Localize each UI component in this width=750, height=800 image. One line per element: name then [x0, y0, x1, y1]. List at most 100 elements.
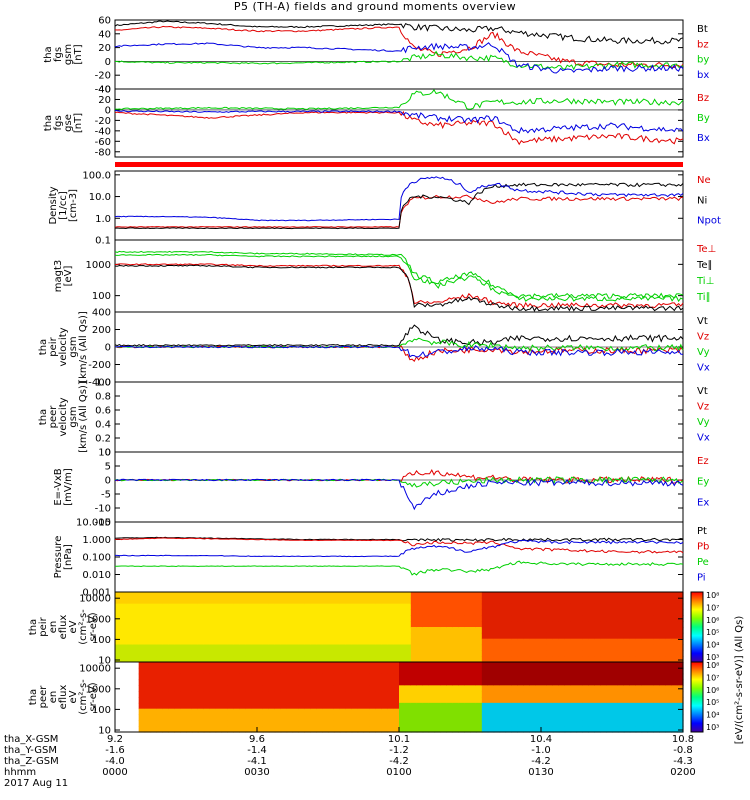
spectrogram-cell — [623, 679, 631, 686]
spectrogram-cell — [357, 673, 365, 681]
spectrogram-cell — [600, 679, 607, 686]
spectrogram-cell — [138, 662, 146, 669]
spectrogram-cell — [594, 592, 601, 599]
spectrogram-cell — [115, 592, 122, 599]
spectrogram-cell — [576, 662, 584, 669]
spectrogram-cell — [576, 638, 584, 646]
spectrogram-cell — [606, 702, 613, 710]
spectrogram-cell — [227, 644, 234, 651]
spectrogram-cell — [203, 679, 211, 686]
spectrogram-cell — [310, 662, 317, 669]
spectrogram-cell — [481, 592, 489, 599]
spectrogram-cell — [582, 720, 589, 727]
spectrogram-cell — [523, 685, 530, 692]
spectrogram-cell — [499, 656, 507, 663]
spectrogram-cell — [203, 638, 211, 646]
spectrogram-cell — [470, 708, 477, 716]
spectrogram-cell — [268, 708, 276, 716]
spectrogram-cell — [434, 597, 442, 605]
spectrogram-cell — [363, 667, 371, 675]
spectrogram-cell — [357, 627, 365, 634]
spectrogram-cell — [268, 650, 276, 657]
spectrogram-cell — [677, 702, 684, 710]
spectrogram-cell — [564, 632, 572, 640]
spectrogram-cell — [215, 691, 223, 698]
spectrogram-cell — [156, 615, 163, 622]
spectrogram-cell — [393, 662, 400, 669]
spectrogram-cell — [156, 702, 163, 710]
spectrogram-cell — [209, 644, 217, 651]
spectrogram-cell — [162, 650, 169, 657]
spectrogram-cell — [440, 627, 447, 634]
spectrogram-cell — [635, 632, 643, 640]
spectrogram-cell — [546, 615, 554, 622]
spectrogram-cell — [369, 644, 376, 651]
spectrogram-cell — [659, 691, 666, 698]
spectrogram-cell — [126, 726, 134, 733]
spectrogram-cell — [600, 691, 607, 698]
spectrogram-cell — [393, 609, 400, 616]
spectrogram-cell — [582, 667, 589, 675]
spectrogram-cell — [328, 592, 335, 599]
spectrogram-cell — [174, 656, 181, 663]
spectrogram-cell — [328, 615, 335, 622]
spectrogram-cell — [180, 697, 187, 704]
spectrogram-cell — [156, 650, 163, 657]
legend-Pt: Pt — [697, 526, 707, 537]
spectrogram-cell — [144, 673, 152, 681]
spectrogram-cell — [280, 720, 288, 727]
y-tick-label: 0 — [105, 343, 111, 354]
spectrogram-cell — [298, 714, 305, 721]
spectrogram-cell — [653, 667, 660, 675]
spectrogram-cell — [268, 597, 276, 605]
spectrogram-cell — [552, 708, 560, 716]
spectrogram-cell — [659, 597, 666, 605]
spectrogram-cell — [120, 691, 128, 698]
spectrogram-cell — [203, 667, 211, 675]
spectrogram-cell — [375, 691, 382, 698]
colorbar-tick-label: 10⁷ — [706, 603, 719, 612]
spectrogram-cell — [251, 656, 258, 663]
spectrogram-cell — [475, 638, 483, 646]
spectrogram-cell — [428, 603, 436, 611]
spectrogram-cell — [322, 609, 329, 616]
spectrogram-cell — [647, 603, 655, 611]
spectrogram-cell — [197, 679, 205, 686]
spectrogram-cell — [665, 609, 672, 616]
spectrogram-cell — [558, 597, 566, 605]
spectrogram-cell — [310, 597, 317, 605]
spectrogram-cell — [416, 667, 424, 675]
spectrogram-cell — [286, 667, 294, 675]
spectrogram-cell — [523, 720, 530, 727]
spectrogram-cell — [322, 685, 329, 692]
spectrogram-cell — [564, 592, 572, 599]
spectrogram-cell — [659, 603, 666, 611]
spectrogram-cell — [623, 650, 631, 657]
spectrogram-cell — [612, 714, 619, 721]
spectrogram-cell — [180, 627, 187, 634]
spectrogram-cell — [523, 603, 530, 611]
spectrogram-cell — [328, 644, 335, 651]
spectrogram-cell — [671, 621, 678, 628]
spectrogram-cell — [552, 714, 560, 721]
spectrogram-cell — [535, 685, 542, 692]
spectrogram-cell — [345, 644, 353, 651]
spectrogram-cell — [475, 609, 483, 616]
spectrogram-cell — [221, 597, 229, 605]
x-tick-label: 0030 — [244, 767, 269, 778]
spectrogram-cell — [345, 638, 353, 646]
spectrogram-cell — [600, 708, 607, 716]
spectrogram-cell — [647, 667, 655, 675]
spectrogram-cell — [452, 603, 459, 611]
spectrogram-cell — [600, 644, 607, 651]
spectrogram-cell — [588, 627, 595, 634]
spectrogram-cell — [600, 656, 607, 663]
spectrogram-cell — [197, 691, 205, 698]
spectrogram-cell — [162, 714, 169, 721]
spectrogram-cell — [546, 679, 554, 686]
spectrogram-cell — [203, 597, 211, 605]
spectrogram-cell — [588, 726, 595, 733]
spectrogram-cell — [546, 627, 554, 634]
